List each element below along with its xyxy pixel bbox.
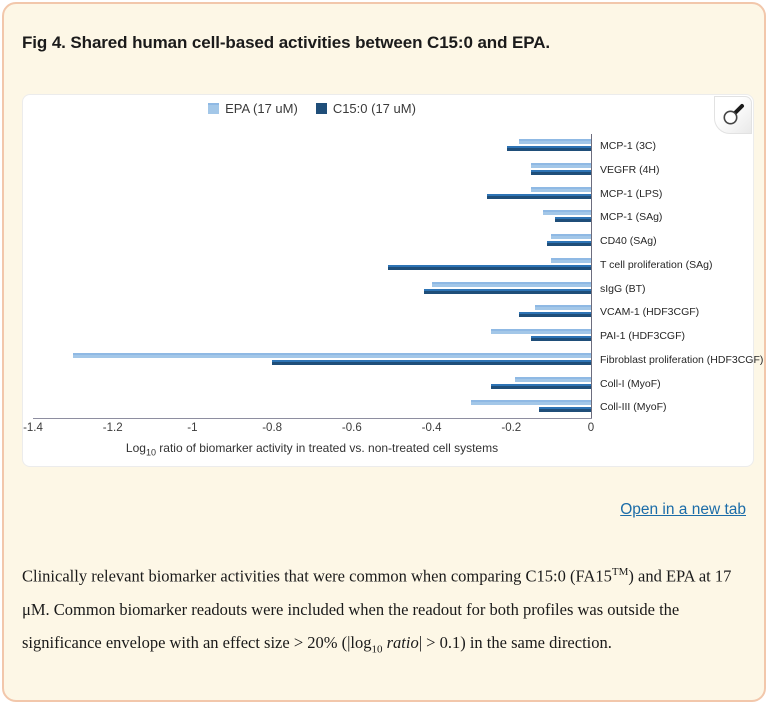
x-tick-label: -0.6 — [341, 422, 362, 434]
bar-epa-7 — [535, 305, 591, 311]
bar-c150-6 — [424, 288, 591, 294]
category-label: Fibroblast proliferation (HDF3CGF) — [600, 353, 764, 366]
x-tick-label: -1.4 — [23, 422, 43, 434]
category-label: MCP-1 (SAg) — [600, 211, 663, 224]
x-tick-label: -1.2 — [102, 422, 123, 434]
bar-pair-row — [33, 277, 591, 301]
bar-pair-row — [33, 182, 591, 206]
bar-pair-row — [33, 348, 591, 372]
c150-swatch-icon — [315, 102, 327, 114]
category-label: VCAM-1 (HDF3CGF) — [600, 306, 700, 319]
epa-swatch-icon — [208, 102, 220, 114]
bar-epa-4 — [551, 234, 591, 239]
bar-pair-row — [33, 372, 591, 396]
category-label: Coll-III (MyoF) — [600, 401, 667, 414]
bar-c150-4 — [547, 241, 591, 246]
bar-epa-2 — [531, 186, 591, 192]
bar-pair-row — [33, 134, 591, 158]
category-label: MCP-1 (LPS) — [600, 187, 663, 200]
legend-label-c150: C15:0 (17 uM) — [332, 100, 416, 116]
category-label: sIgG (BT) — [600, 282, 646, 295]
bar-c150-0 — [507, 146, 591, 151]
bar-c150-5 — [388, 264, 591, 270]
x-axis-title: Log10 ratio of biomarker activity in tre… — [125, 441, 499, 458]
legend-label-epa: EPA (17 uM) — [225, 100, 298, 116]
link-row: Open in a new tab — [620, 501, 746, 519]
category-label: Coll-I (MyoF) — [600, 377, 661, 390]
plot-area — [33, 134, 591, 419]
bar-pair-row — [33, 229, 591, 253]
chart-legend: EPA (17 uM) C15:0 (17 uM) — [33, 99, 591, 117]
bar-c150-2 — [487, 193, 591, 199]
bar-c150-3 — [555, 217, 591, 223]
x-tick-label: -0.2 — [501, 422, 522, 434]
bar-c150-8 — [531, 336, 591, 341]
open-new-tab-link[interactable]: Open in a new tab — [620, 501, 746, 518]
category-label: MCP-1 (3C) — [600, 140, 657, 152]
bar-epa-1 — [531, 162, 591, 168]
trademark-superscript: TM — [611, 566, 629, 578]
bar-pair-row — [33, 324, 591, 348]
magnifier-button[interactable] — [714, 96, 752, 134]
bar-c150-9 — [272, 359, 591, 365]
x-tick-label: -0.8 — [262, 422, 283, 434]
bar-epa-6 — [432, 281, 591, 287]
category-label: VEGFR (4H) — [600, 163, 660, 176]
bar-epa-11 — [471, 400, 591, 406]
bar-c150-10 — [491, 383, 591, 389]
bar-c150-7 — [519, 312, 591, 318]
bar-epa-5 — [551, 257, 591, 263]
bar-epa-10 — [515, 376, 591, 382]
chart-panel: EPA (17 uM) C15:0 (17 uM) MCP-1 (3C) VEGF… — [22, 94, 763, 467]
bar-c150-11 — [539, 407, 591, 413]
x-tick-label: -1 — [187, 422, 198, 434]
bar-epa-9 — [73, 352, 591, 358]
x-axis-ticks: -1.4 -1.2 -1 -0.8 -0.6 -0.4 -0.2 0 — [23, 422, 595, 436]
bar-epa-8 — [491, 329, 591, 334]
x-tick-label: -0.4 — [421, 422, 442, 434]
zero-baseline — [591, 134, 592, 419]
x-axis-line — [33, 418, 592, 419]
magnifier-icon — [723, 104, 744, 125]
bar-pair-row — [33, 158, 591, 182]
category-label: CD40 (SAg) — [600, 235, 657, 247]
bar-c150-1 — [531, 169, 591, 175]
figure-title: Fig 4. Shared human cell-based activitie… — [22, 33, 551, 52]
bar-pair-row — [33, 300, 591, 324]
x-tick-label: 0 — [587, 422, 595, 434]
category-label: PAI-1 (HDF3CGF) — [600, 330, 685, 342]
bar-pair-row — [33, 205, 591, 229]
figure-caption: Clinically relevant biomarker activities… — [22, 566, 732, 655]
category-label: T cell proliferation (SAg) — [600, 258, 713, 271]
bar-pair-row — [33, 395, 591, 419]
bar-epa-3 — [543, 210, 591, 216]
bar-pair-row — [33, 253, 591, 277]
legend-item-c150: C15:0 (17 uM) — [315, 100, 416, 116]
bar-epa-0 — [519, 139, 591, 144]
legend-item-epa: EPA (17 uM) — [208, 101, 298, 116]
